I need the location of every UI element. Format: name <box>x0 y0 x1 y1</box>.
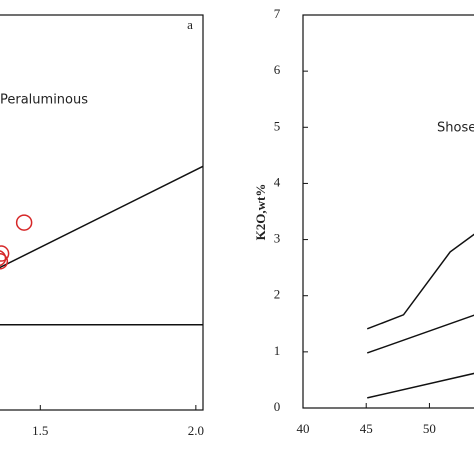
data-point <box>0 253 9 270</box>
y-tick-label: 5 <box>274 118 281 133</box>
plot-frame <box>0 14 204 411</box>
x-tick-label: 50 <box>423 421 436 436</box>
y-tick-label: 3 <box>274 231 281 246</box>
x-tick-label: 1.5 <box>32 423 48 438</box>
x-tick-label: 45 <box>360 421 373 436</box>
boundary-line <box>366 233 474 330</box>
data-point <box>15 214 33 231</box>
annotation: Peraluminous <box>0 93 88 108</box>
panel-label: a <box>187 17 193 32</box>
data-point <box>0 245 10 262</box>
boundary-line <box>0 165 204 269</box>
boundary-line <box>367 372 474 399</box>
y-tick-label: 4 <box>274 174 281 189</box>
y-tick-label: 2 <box>274 287 281 302</box>
x-tick-label: 40 <box>297 421 310 436</box>
x-tick-label: 2.0 <box>188 423 204 438</box>
y-tick-label: 6 <box>274 62 281 77</box>
annotation: Shose <box>437 121 474 136</box>
y-tick-label: 1 <box>274 343 281 358</box>
y-axis-label: K2O,wt% <box>253 184 268 241</box>
boundary-line <box>366 314 474 354</box>
y-tick-label: 7 <box>274 6 281 21</box>
plot-frame <box>302 14 474 409</box>
data-point <box>0 250 7 267</box>
y-tick-label: 0 <box>274 399 281 414</box>
